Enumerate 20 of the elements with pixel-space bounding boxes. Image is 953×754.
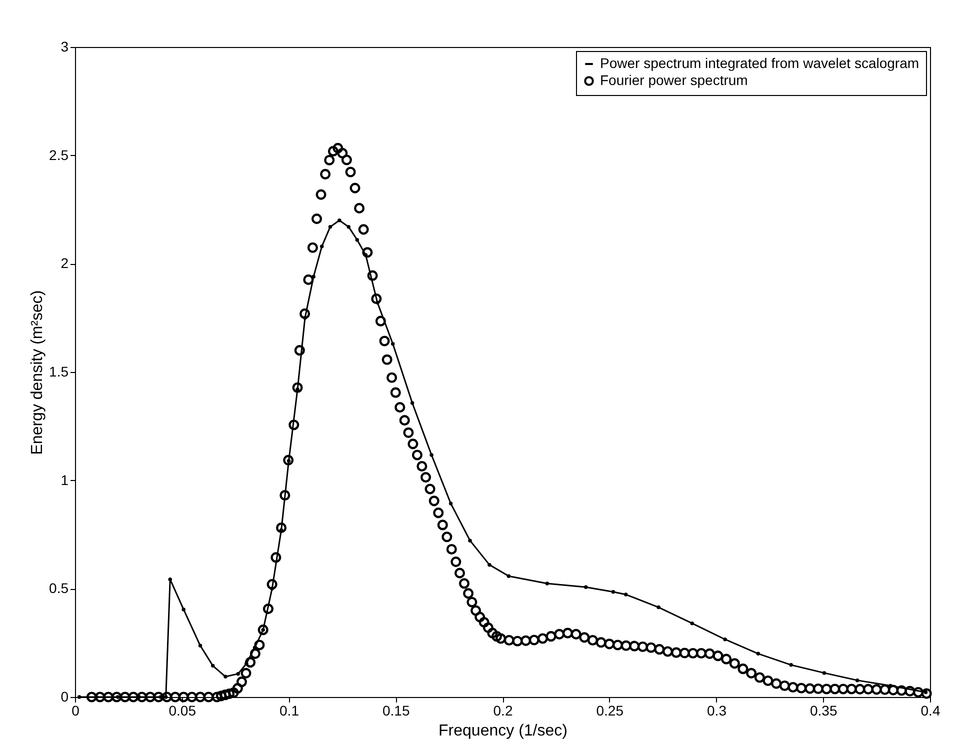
legend-label: Power spectrum integrated from wavelet scalogram — [600, 55, 920, 71]
y-tick-label: 0 — [60, 688, 69, 704]
y-tick-label: 3 — [60, 38, 69, 54]
x-tick-label: 0 — [72, 702, 80, 718]
legend-label: Fourier power spectrum — [600, 72, 748, 88]
x-tick-label: 0.15 — [382, 702, 410, 718]
x-tick-label: 0.35 — [810, 702, 838, 718]
x-tick-label: 0.25 — [596, 702, 624, 718]
x-tick-label: 0.05 — [168, 702, 196, 718]
x-tick-label: 0.3 — [707, 702, 727, 718]
y-axis-title: Energy density (m²sec) — [29, 290, 46, 455]
y-tick-label: 1 — [60, 472, 69, 488]
x-tick-label: 0.4 — [920, 702, 940, 718]
y-tick-label: 2 — [60, 255, 69, 272]
x-axis-title: Frequency (1/sec) — [438, 722, 568, 740]
y-tick-label: 0.5 — [49, 580, 69, 596]
y-tick-label: 1.5 — [49, 364, 69, 380]
x-tick-label: 0.2 — [493, 702, 513, 718]
y-tick-label: 2.5 — [49, 146, 69, 163]
x-tick-label: 0.1 — [280, 702, 300, 718]
